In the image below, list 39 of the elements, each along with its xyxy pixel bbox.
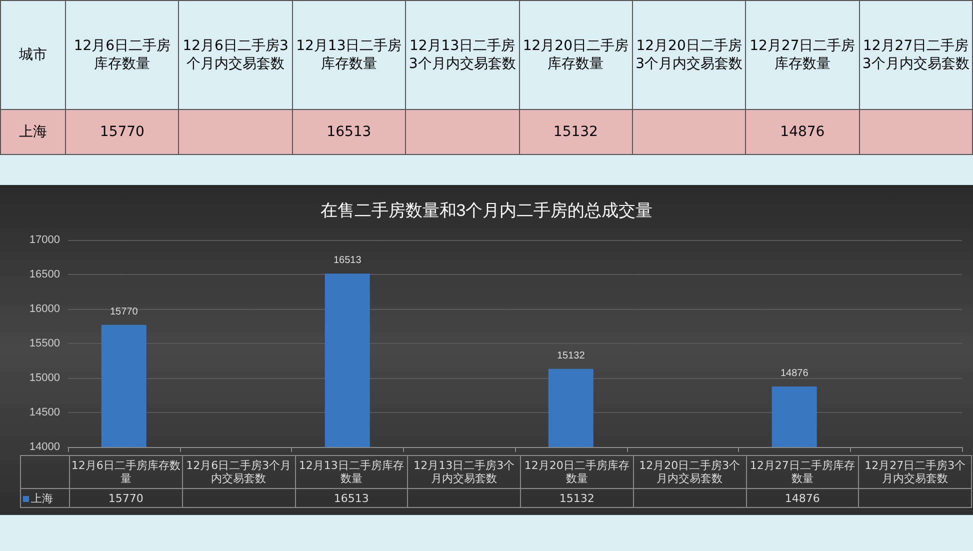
y-tick-label: 16000 <box>29 303 60 315</box>
x-tick-label: 12月20日二手房库存数量 <box>520 456 634 488</box>
legend-label: 上海 <box>20 488 70 508</box>
data-label: 14876 <box>746 110 860 154</box>
x-tick-label: 12月6日二手房库存数量 <box>70 456 182 488</box>
x-tick-label: 12月13日二手房3个月内交易套数 <box>408 456 520 488</box>
chart-title: 在售二手房数量和3个月内二手房的总成交量 <box>320 201 653 220</box>
y-tick-label: 14000 <box>29 441 60 453</box>
x-tick-label: 12月6日二手房3个月内交易套数 <box>182 456 295 488</box>
text: 16513 <box>334 492 369 504</box>
category-label: 12月13日二手房库存数量 <box>296 38 402 72</box>
text: 14876 <box>780 368 808 380</box>
y-tick-label: 15000 <box>29 372 60 384</box>
category-label: 12月27日二手房3个月内交易套数 <box>862 38 970 72</box>
category-label: 12月6日二手房库存数量 <box>74 38 171 72</box>
y-tick-label: 17000 <box>29 234 60 246</box>
x-tick-label: 12月13日二手房库存数量 <box>295 456 408 488</box>
x-tick-label: 12月27日二手房3个月内交易套数 <box>858 456 972 488</box>
data-label: 15770 <box>66 110 179 154</box>
text: 16513 <box>333 255 362 266</box>
data-label: 16513 <box>292 110 406 154</box>
y-tick-label: 14500 <box>29 406 60 418</box>
data-label: 15132 <box>519 110 632 154</box>
x-tick-label: 12月27日二手房库存数量 <box>746 456 859 488</box>
text: 15132 <box>556 350 585 362</box>
text: 14876 <box>784 492 820 504</box>
legend-title: 城市 <box>0 0 66 110</box>
text: 15770 <box>108 492 144 504</box>
text: 15132 <box>559 492 594 504</box>
category-label: 12月20日二手房3个月内交易套数 <box>636 38 743 72</box>
text: 15770 <box>110 306 138 318</box>
y-tick-label: 15500 <box>29 338 60 350</box>
y-tick-label: 16500 <box>29 268 60 280</box>
category-label: 12月27日二手房库存数量 <box>750 38 856 72</box>
x-tick-label: 12月20日二手房3个月内交易套数 <box>633 456 746 488</box>
category-label: 12月20日二手房库存数量 <box>522 38 628 72</box>
text: 上海 <box>19 124 47 140</box>
category-label: 12月13日二手房3个月内交易套数 <box>408 38 516 72</box>
category-label: 12月6日二手房3个月内交易套数 <box>182 38 288 72</box>
